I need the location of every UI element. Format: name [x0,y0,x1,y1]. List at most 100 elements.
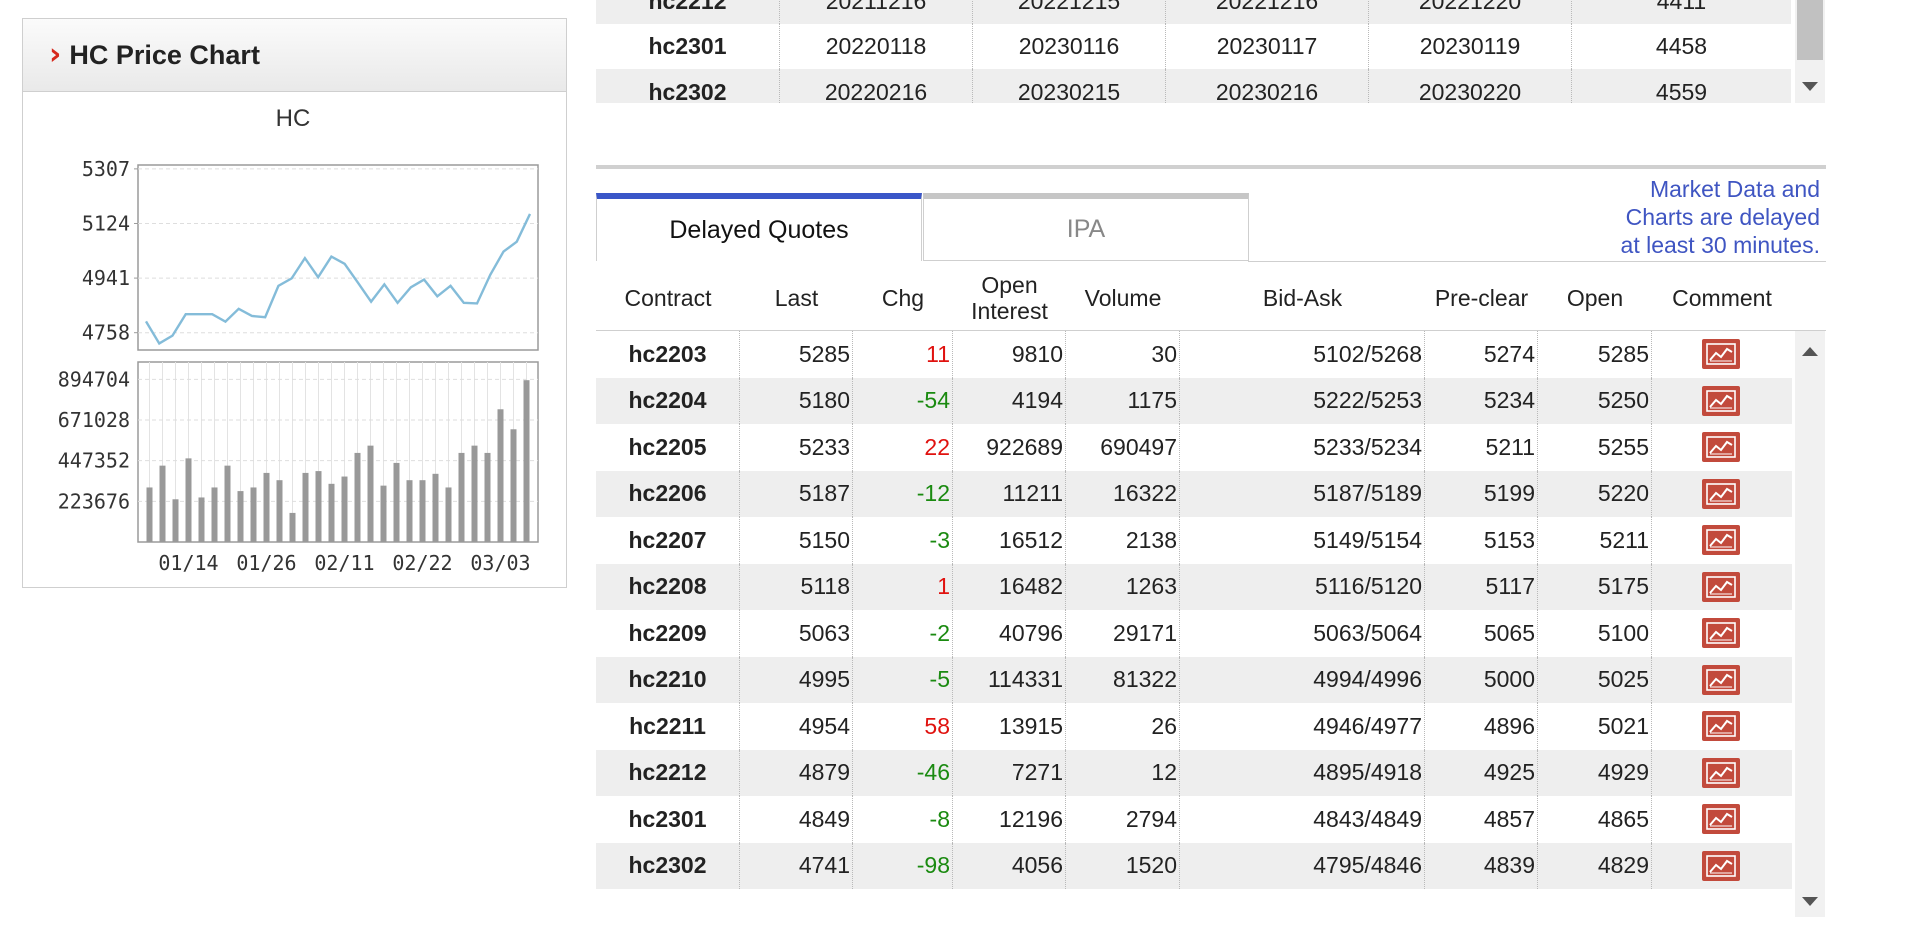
open-cell: 4865 [1538,796,1652,843]
volume-cell: 690497 [1066,424,1180,471]
header-contract: Contract [624,285,712,311]
last-cell: 5285 [740,331,853,378]
section-divider [596,165,1826,169]
bid-ask-cell: 5187/5189 [1180,470,1425,517]
tabs-baseline [1248,261,1826,262]
quotes-scrollbar[interactable] [1795,331,1825,917]
bid-ask-cell: 4994/4996 [1180,656,1425,703]
header-last: Last [774,285,819,311]
quotes-table-body: hc2203 5285 11 9810 30 5102/5268 5274 5285 hc220… [596,331,1792,889]
change-cell: -5 [853,656,953,703]
volume-bar [341,476,348,542]
open-cell: 5025 [1538,656,1652,703]
upper-scrollbar[interactable] [1795,0,1825,103]
chart-icon[interactable] [1702,432,1740,463]
contract-cell: hc2212 [596,749,740,796]
chart-icon[interactable] [1702,339,1740,370]
volume-bar [458,452,465,542]
volume-bar [276,480,283,542]
contract-cell: hc2205 [596,424,740,471]
pre-clear-cell: 5211 [1425,424,1538,471]
contract-cell: hc2208 [596,563,740,610]
bid-ask-cell: 5102/5268 [1180,331,1425,378]
tab-delayed-quotes[interactable]: Delayed Quotes [596,193,922,261]
comment-cell [1652,517,1792,564]
contract-cell: hc2302 [596,842,740,889]
volume-cell: 12 [1066,749,1180,796]
price-chart-panel: › HC Price Chart HC 4758 4941 5124 5307 22367… [22,18,567,588]
open-cell: 5021 [1538,703,1652,750]
volume-cell: 30 [1066,331,1180,378]
upper-table-row: hc2302 20220216 20230215 20230216 20230220 45… [596,69,1791,103]
comment-cell [1652,564,1792,611]
volume-bar [328,483,335,542]
bar-xtick-label: 02/22 [392,551,452,575]
bar-ytick-label: 223676 [58,489,130,513]
delay-notice-line: Charts are delayed [1625,204,1820,230]
scroll-down-icon[interactable] [1802,82,1818,91]
chart-icon[interactable] [1702,757,1740,788]
chart-icon[interactable] [1702,664,1740,695]
comment-cell [1652,610,1792,657]
open-interest-cell: 9810 [953,331,1066,378]
volume-cell: 16322 [1066,470,1180,517]
chart-icon[interactable] [1702,850,1740,881]
quote-row: hc2210 4995 -5 114331 81322 4994/4996 5000 5025 [596,656,1792,703]
quote-row: hc2302 4741 -98 4056 1520 4795/4846 4839 4829 [596,842,1792,890]
chart-icon[interactable] [1702,571,1740,602]
scroll-down-icon[interactable] [1802,897,1818,906]
comment-cell [1652,703,1792,750]
last-cell: 4741 [740,842,853,889]
last-cell: 5118 [740,563,853,610]
volume-bar [393,462,400,542]
chart-icon[interactable] [1702,618,1740,649]
chart-icon[interactable] [1702,525,1740,556]
contract-cell: hc2212 [596,0,780,24]
open-interest-cell: 4194 [953,377,1066,424]
date-cell: 20230117 [1166,23,1369,69]
change-cell: -12 [853,470,953,517]
volume-bar [224,465,231,542]
date-cell: 4411 [1656,0,1707,14]
volume-bar [471,445,478,542]
tab-ipa[interactable]: IPA [923,193,1249,261]
last-cell: 5150 [740,517,853,564]
pre-clear-cell: 4925 [1425,749,1538,796]
pre-clear-cell: 5199 [1425,470,1538,517]
date-cell: 20230119 [1369,23,1572,69]
open-interest-cell: 114331 [953,656,1066,703]
open-interest-cell: 40796 [953,610,1066,657]
open-interest-cell: 11211 [953,470,1066,517]
change-cell: 1 [853,563,953,610]
open-interest-cell: 4056 [953,842,1066,889]
contract-cell: hc2210 [596,656,740,703]
open-cell: 4829 [1538,842,1652,889]
scrollbar-thumb[interactable] [1797,0,1823,60]
chart-icon[interactable] [1702,478,1740,509]
last-cell: 4995 [740,656,853,703]
bid-ask-cell: 4895/4918 [1180,749,1425,796]
bar-xtick-label: 03/03 [470,551,530,575]
chart-icon[interactable] [1702,804,1740,835]
quote-row: hc2203 5285 11 9810 30 5102/5268 5274 5285 [596,331,1792,378]
scroll-up-icon[interactable] [1802,347,1818,356]
open-cell: 5285 [1538,331,1652,378]
change-cell: 22 [853,424,953,471]
bar-ytick-label: 894704 [58,367,130,391]
open-interest-cell: 16482 [953,563,1066,610]
volume-bar [432,473,439,542]
panel-header: › HC Price Chart [23,19,566,92]
open-cell: 5250 [1538,377,1652,424]
contract-cell: hc2204 [596,377,740,424]
header-open-interest: Open Interest [953,266,1066,330]
quote-row: hc2211 4954 58 13915 26 4946/4977 4896 5021 [596,703,1792,750]
volume-bar [198,497,205,542]
volume-cell: 81322 [1066,656,1180,703]
chart-icon[interactable] [1702,711,1740,742]
header-bid-ask: Bid-Ask [1262,285,1343,311]
chart-icon[interactable] [1702,385,1740,416]
line-ytick-label: 5307 [82,157,130,181]
change-cell: -46 [853,749,953,796]
quote-row: hc2209 5063 -2 40796 29171 5063/5064 5065 5100 [596,610,1792,657]
comment-cell [1652,843,1792,890]
